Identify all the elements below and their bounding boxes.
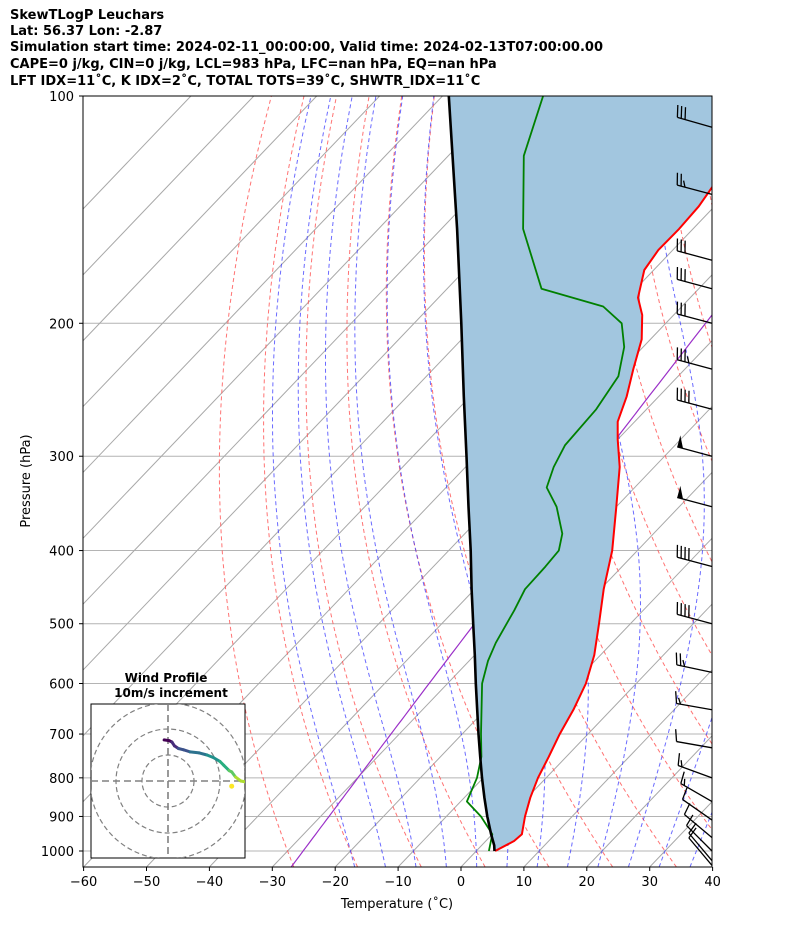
isotherm-line: [83, 96, 506, 540]
y-tick-label: 1000: [41, 845, 74, 860]
x-tick-label: −20: [321, 875, 348, 890]
wind-barb: [675, 691, 713, 711]
dry-adiabat: [346, 96, 486, 867]
moist-adiabat: [325, 96, 417, 867]
wind-barb: [688, 822, 713, 862]
hodograph-segment: [188, 750, 201, 755]
isotherm-line: [271, 405, 712, 867]
x-tick-label: −40: [196, 875, 223, 890]
x-tick-label: 20: [579, 875, 596, 890]
hodograph-segment: [239, 779, 245, 784]
dry-adiabat: [263, 96, 359, 867]
dry-adiabat: [728, 96, 794, 867]
hodograph-subtitle: 10m/s increment: [114, 686, 228, 700]
wind-barb: [675, 729, 713, 749]
x-tick-label: −30: [259, 875, 286, 890]
mixing-ratio-line: [290, 314, 712, 867]
hodograph-inset: Wind Profile 10m/s increment: [90, 671, 250, 859]
dry-adiabat: [760, 96, 794, 867]
y-tick-label: 800: [49, 772, 74, 787]
x-tick-label: −60: [70, 875, 97, 890]
header-line-4: CAPE=0 j/kg, CIN=0 j/kg, LCL=983 hPa, LF…: [10, 57, 497, 72]
header-line-5: LFT IDX=11˚C, K IDX=2˚C, TOTAL TOTS=39˚C…: [10, 74, 481, 89]
wind-barb: [676, 602, 713, 625]
series-dewpoint-line: [466, 96, 626, 852]
x-axis-label: Temperature (˚C): [340, 896, 453, 912]
isotherm-line: [83, 96, 380, 408]
hodograph-point: [229, 783, 235, 789]
isotherm-line: [334, 471, 712, 867]
isotherm-line: [460, 603, 712, 867]
wind-barb: [677, 753, 713, 779]
x-tick-label: 10: [516, 875, 533, 890]
x-tick-label: 0: [457, 875, 465, 890]
series-temperature-line: [494, 185, 712, 852]
y-tick-label: 500: [49, 618, 74, 633]
isotherm-line: [776, 96, 794, 867]
wind-barb: [681, 787, 713, 821]
header-line-1: SkewTLogP Leuchars: [10, 8, 165, 23]
y-axis-label: Pressure (hPa): [19, 434, 34, 527]
isotherm-line: [83, 96, 255, 276]
parcel-shading: [448, 96, 712, 851]
moist-adiabat: [297, 96, 386, 867]
moist-adiabat: [272, 96, 356, 867]
dry-adiabat: [218, 96, 295, 867]
plot-frame: [82, 95, 713, 868]
moist-adiabat: [721, 96, 794, 867]
wind-barb: [676, 301, 713, 324]
x-axis-ticks: −60 −50 −40 −30 −20 −10 0 10 20 30 40: [70, 867, 721, 890]
header-line-3: Simulation start time: 2024-02-11_00:00:…: [10, 40, 603, 55]
wind-barb: [676, 104, 713, 128]
y-tick-label: 700: [49, 728, 74, 743]
wind-barb: [676, 544, 713, 568]
isotherm-line: [586, 735, 712, 867]
y-tick-label: 600: [49, 678, 74, 693]
isotherm-line: [713, 96, 794, 867]
moist-adiabat: [658, 716, 712, 867]
wind-barb: [683, 803, 713, 839]
y-tick-label: 300: [49, 450, 74, 465]
dry-adiabat: [530, 96, 712, 745]
y-tick-label: 900: [49, 810, 74, 825]
moist-adiabat: [354, 96, 447, 867]
wind-barb: [676, 172, 713, 196]
isotherm-line: [523, 669, 712, 867]
hodograph-title: Wind Profile: [125, 671, 208, 685]
hodograph-segment: [247, 776, 250, 783]
cape-cin-fill: [448, 96, 712, 851]
header-line-2: Lat: 56.37 Lon: -2.87: [10, 24, 163, 39]
wind-barbs: [675, 104, 713, 866]
dry-adiabat: [385, 96, 550, 867]
y-axis-ticks: 100 200 300 400 500 600 700 800 900 1000: [41, 90, 83, 860]
y-tick-label: 200: [49, 317, 74, 332]
x-tick-label: −10: [384, 875, 411, 890]
wind-barb: [676, 387, 713, 410]
isotherm-line: [83, 96, 443, 474]
series-parcel-line: [447, 96, 496, 852]
wind-barb: [688, 827, 713, 866]
x-tick-label: 30: [641, 875, 658, 890]
wind-barb: [676, 347, 713, 370]
isotherm-line: [83, 96, 569, 605]
wind-barb: [677, 435, 713, 457]
moist-adiabat: [627, 96, 705, 867]
y-tick-label: 400: [49, 545, 74, 560]
wind-barb: [680, 771, 713, 803]
moist-adiabat: [689, 810, 712, 867]
wind-barb: [676, 238, 713, 261]
wind-barb: [675, 652, 713, 674]
wind-barb: [676, 267, 713, 290]
dry-adiabat: [629, 96, 712, 463]
x-tick-label: 40: [704, 875, 721, 890]
y-tick-label: 100: [49, 90, 74, 105]
dry-adiabat: [305, 96, 422, 867]
isotherm-line: [83, 96, 318, 342]
profile-lines: [447, 96, 712, 852]
x-tick-label: −50: [133, 875, 160, 890]
wind-barb: [677, 485, 713, 508]
